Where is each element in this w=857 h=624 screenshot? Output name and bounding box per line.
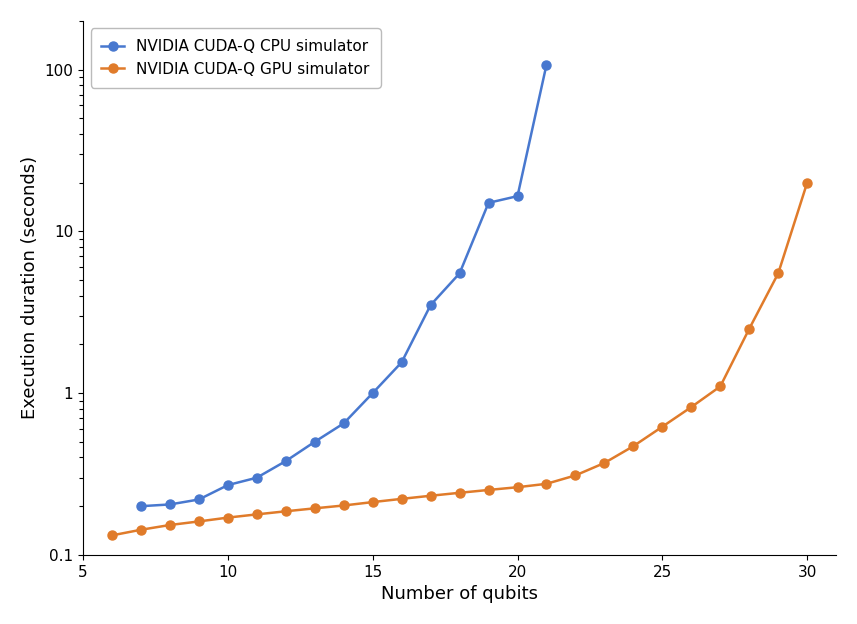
NVIDIA CUDA-Q GPU simulator (454, 489, 464, 497)
NVIDIA CUDA-Q CPU simulator (483, 199, 494, 207)
Y-axis label: Execution duration (seconds): Execution duration (seconds) (21, 156, 39, 419)
NVIDIA CUDA-Q GPU simulator (425, 492, 435, 499)
NVIDIA CUDA-Q GPU simulator (570, 472, 580, 479)
NVIDIA CUDA-Q CPU simulator (135, 502, 146, 510)
NVIDIA CUDA-Q GPU simulator (368, 499, 378, 506)
NVIDIA CUDA-Q CPU simulator (339, 419, 349, 427)
NVIDIA CUDA-Q GPU simulator (715, 383, 725, 390)
NVIDIA CUDA-Q CPU simulator (368, 389, 378, 397)
NVIDIA CUDA-Q GPU simulator (599, 459, 609, 467)
NVIDIA CUDA-Q CPU simulator (252, 474, 262, 482)
X-axis label: Number of qubits: Number of qubits (381, 585, 538, 603)
NVIDIA CUDA-Q GPU simulator (542, 480, 552, 487)
NVIDIA CUDA-Q GPU simulator (512, 484, 523, 491)
NVIDIA CUDA-Q CPU simulator (454, 270, 464, 277)
Line: NVIDIA CUDA-Q CPU simulator: NVIDIA CUDA-Q CPU simulator (136, 61, 551, 510)
NVIDIA CUDA-Q CPU simulator (542, 61, 552, 69)
NVIDIA CUDA-Q GPU simulator (135, 526, 146, 534)
NVIDIA CUDA-Q GPU simulator (252, 510, 262, 518)
NVIDIA CUDA-Q GPU simulator (223, 514, 233, 521)
NVIDIA CUDA-Q GPU simulator (165, 521, 175, 529)
NVIDIA CUDA-Q GPU simulator (339, 502, 349, 509)
NVIDIA CUDA-Q CPU simulator (512, 192, 523, 200)
NVIDIA CUDA-Q CPU simulator (425, 301, 435, 309)
NVIDIA CUDA-Q GPU simulator (744, 325, 754, 333)
NVIDIA CUDA-Q GPU simulator (802, 179, 812, 187)
NVIDIA CUDA-Q GPU simulator (194, 518, 204, 525)
NVIDIA CUDA-Q CPU simulator (397, 359, 407, 366)
Legend: NVIDIA CUDA-Q CPU simulator, NVIDIA CUDA-Q GPU simulator: NVIDIA CUDA-Q CPU simulator, NVIDIA CUDA… (91, 29, 381, 87)
NVIDIA CUDA-Q CPU simulator (280, 457, 291, 465)
NVIDIA CUDA-Q GPU simulator (107, 532, 117, 539)
NVIDIA CUDA-Q GPU simulator (686, 403, 697, 411)
NVIDIA CUDA-Q GPU simulator (397, 495, 407, 502)
NVIDIA CUDA-Q CPU simulator (165, 500, 175, 508)
NVIDIA CUDA-Q GPU simulator (628, 442, 638, 450)
NVIDIA CUDA-Q GPU simulator (280, 507, 291, 515)
NVIDIA CUDA-Q GPU simulator (309, 505, 320, 512)
NVIDIA CUDA-Q CPU simulator (223, 481, 233, 489)
NVIDIA CUDA-Q GPU simulator (773, 270, 783, 277)
NVIDIA CUDA-Q GPU simulator (483, 486, 494, 494)
Line: NVIDIA CUDA-Q GPU simulator: NVIDIA CUDA-Q GPU simulator (107, 178, 812, 540)
NVIDIA CUDA-Q CPU simulator (194, 495, 204, 503)
NVIDIA CUDA-Q GPU simulator (657, 423, 668, 431)
NVIDIA CUDA-Q CPU simulator (309, 438, 320, 446)
